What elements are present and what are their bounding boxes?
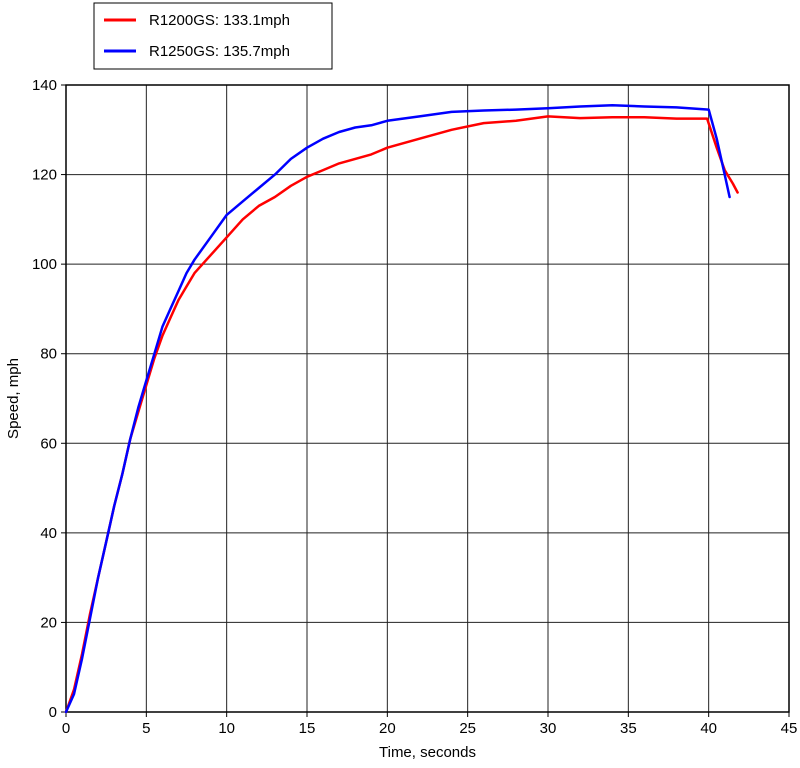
- x-tick-label: 20: [379, 720, 396, 737]
- y-tick-label: 100: [32, 256, 57, 273]
- x-axis-label: Time, seconds: [379, 744, 476, 761]
- legend-label-r1200gs: R1200GS: 133.1mph: [149, 12, 290, 29]
- y-tick-label: 60: [40, 435, 57, 452]
- x-tick-label: 0: [62, 720, 70, 737]
- y-tick-label: 140: [32, 77, 57, 94]
- legend-box: [93, 2, 333, 70]
- series-line-r1250gs: [64, 103, 731, 714]
- x-tick-label: 10: [218, 720, 235, 737]
- y-tick-labels: 0 20 40 60 80 100 120 140: [32, 77, 66, 721]
- series-lines: [64, 103, 739, 714]
- y-tick-label: 20: [40, 614, 57, 631]
- legend-label-r1250gs: R1250GS: 135.7mph: [149, 43, 290, 60]
- x-tick-label: 40: [700, 720, 717, 737]
- x-tick-label: 5: [142, 720, 150, 737]
- x-tick-labels: 0 5 10 15 20 25 30 35 40 45: [62, 712, 798, 737]
- legend: R1200GS: 133.1mph R1250GS: 135.7mph: [93, 2, 333, 70]
- x-tick-label: 30: [540, 720, 557, 737]
- y-tick-label: 0: [49, 704, 57, 721]
- grid: [65, 84, 790, 713]
- x-tick-label: 15: [299, 720, 316, 737]
- x-tick-label: 35: [620, 720, 637, 737]
- plot-frame: [65, 84, 790, 713]
- x-tick-label: 45: [781, 720, 798, 737]
- x-tick-label: 25: [459, 720, 476, 737]
- y-tick-label: 40: [40, 525, 57, 542]
- y-tick-label: 80: [40, 346, 57, 363]
- y-axis-label: Speed, mph: [5, 358, 22, 439]
- y-tick-label: 120: [32, 167, 57, 184]
